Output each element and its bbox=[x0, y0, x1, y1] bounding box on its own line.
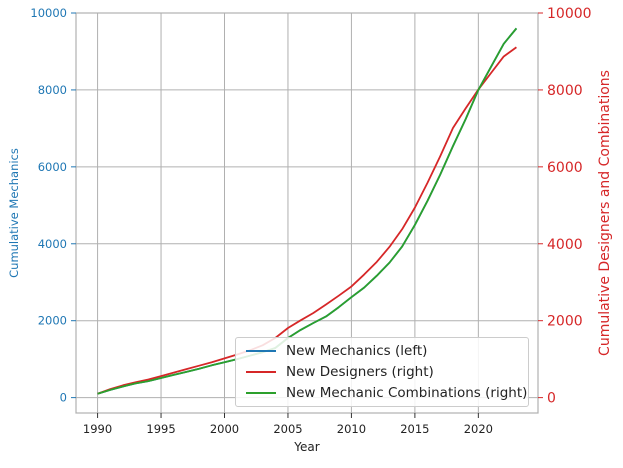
right-y-tick-label: 8000 bbox=[547, 83, 583, 99]
series-line-1 bbox=[97, 46, 517, 395]
x-tick-label: 2000 bbox=[210, 422, 239, 436]
right-y-tick-label: 0 bbox=[547, 391, 556, 407]
left-y-tick-label: 8000 bbox=[38, 83, 67, 97]
series-lines bbox=[97, 27, 518, 395]
left-y-tick-label: 4000 bbox=[38, 237, 67, 251]
legend-item-designers: New Designers (right) bbox=[246, 362, 434, 382]
x-tick-label: 2015 bbox=[400, 422, 429, 436]
right-y-tick-label: 4000 bbox=[547, 237, 583, 253]
legend-item-mechanics: New Mechanics (left) bbox=[246, 341, 427, 361]
left-y-tick-label: 0 bbox=[60, 391, 67, 405]
x-tick-label: 2020 bbox=[464, 422, 493, 436]
left-y-tick-label: 6000 bbox=[38, 160, 67, 174]
left-y-tick-label: 2000 bbox=[38, 314, 67, 328]
x-tick-label: 2005 bbox=[273, 422, 302, 436]
x-tick-label: 1995 bbox=[146, 422, 175, 436]
x-tick-label: 2010 bbox=[337, 422, 366, 436]
legend-swatch-designers bbox=[246, 371, 276, 373]
right-y-axis-label: Cumulative Designers and Combinations bbox=[597, 70, 613, 356]
legend-swatch-combinations bbox=[246, 392, 276, 394]
legend-label-mechanics: New Mechanics (left) bbox=[286, 343, 428, 359]
left-y-axis-label: Cumulative Mechanics bbox=[7, 148, 21, 278]
ticks: 1990 1995 2000 2005 2010 2015 2020 0 2000 4000 600… bbox=[30, 6, 591, 436]
series-line-2 bbox=[97, 27, 518, 395]
x-tick-label: 1990 bbox=[83, 422, 112, 436]
axes bbox=[75, 12, 539, 414]
left-y-tick-label: 10000 bbox=[30, 6, 67, 20]
right-y-tick-label: 10000 bbox=[547, 6, 592, 22]
right-y-tick-label: 2000 bbox=[547, 314, 583, 330]
legend-swatch-mechanics bbox=[246, 350, 276, 352]
x-axis-label: Year bbox=[293, 440, 319, 454]
legend-label-designers: New Designers (right) bbox=[286, 364, 434, 380]
legend-item-combinations: New Mechanic Combinations (right) bbox=[246, 383, 527, 403]
legend: New Mechanics (left) New Designers (righ… bbox=[235, 337, 529, 407]
legend-label-combinations: New Mechanic Combinations (right) bbox=[286, 385, 528, 401]
plot-frame bbox=[75, 12, 539, 414]
right-y-tick-label: 6000 bbox=[547, 160, 583, 176]
